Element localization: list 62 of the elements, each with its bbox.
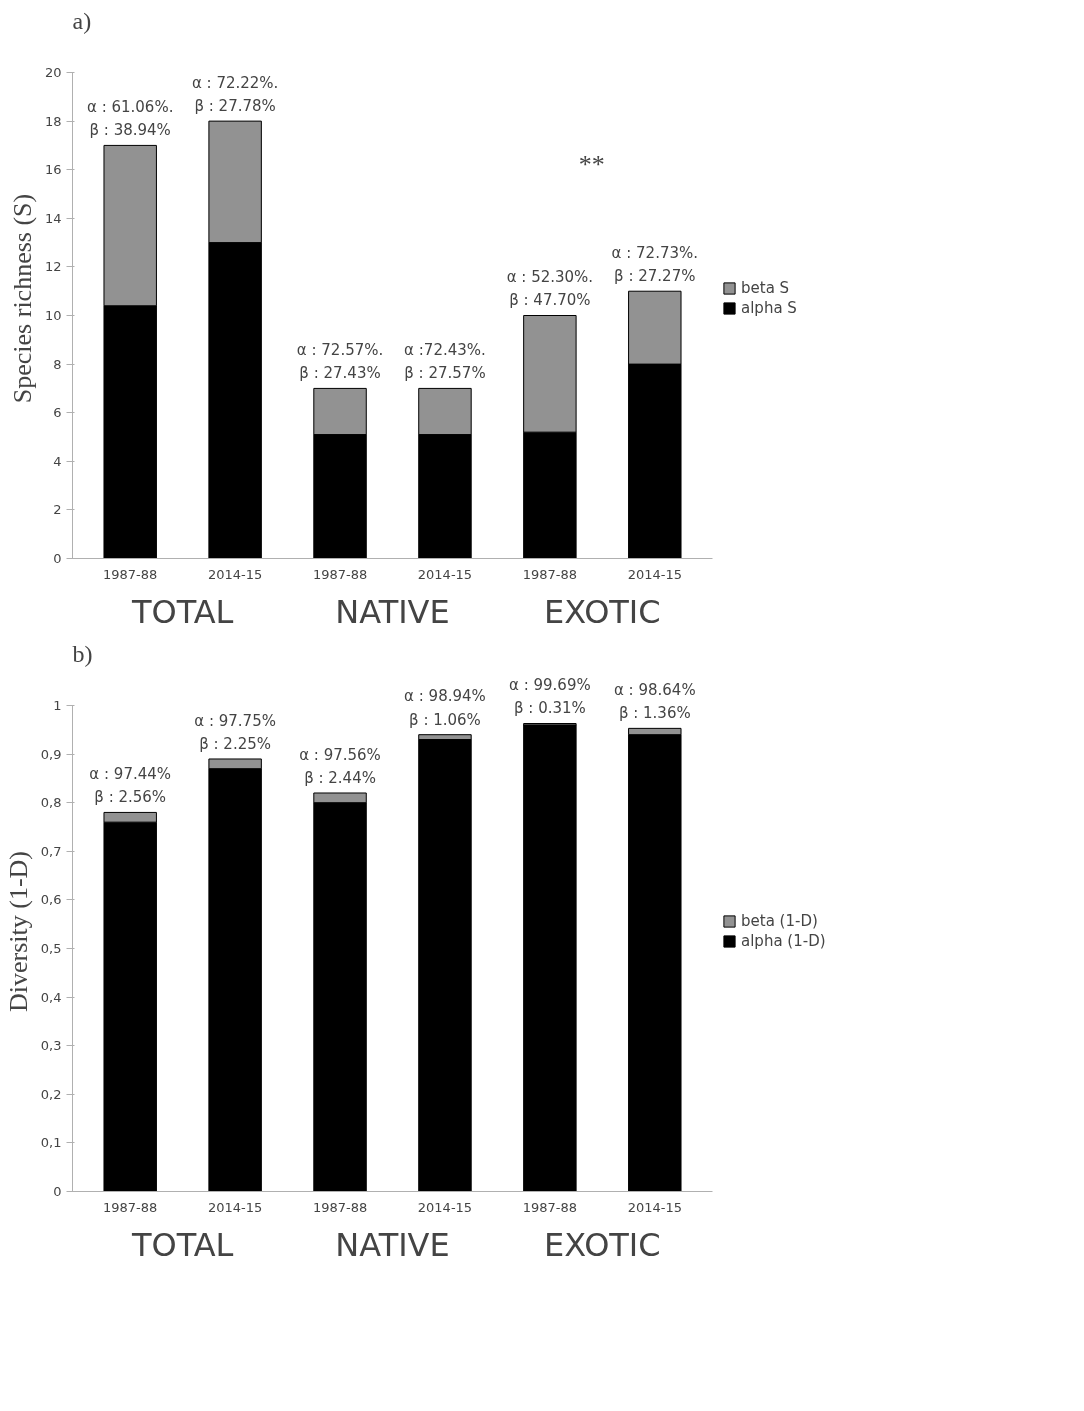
y-tick-label: 14 xyxy=(44,210,62,226)
y-tick-label: 4 xyxy=(53,453,62,469)
x-tick-label: 1987-88 xyxy=(522,1199,578,1215)
y-tick-label: 16 xyxy=(44,162,62,178)
annotation: α : 52.30%. β : 47.70% xyxy=(506,268,594,310)
y-tick-label: 1 xyxy=(53,698,62,714)
text: EXOTIC xyxy=(544,592,661,631)
annotation: α : 98.94% β : 1.06% xyxy=(404,687,486,729)
y-tick-label: 0,8 xyxy=(40,795,62,811)
chart-title: b) xyxy=(72,640,93,667)
x-tick-label: 1987-88 xyxy=(522,566,578,582)
annotation: α : 72.57%. β : 27.43% xyxy=(296,341,384,383)
legend-label: alpha (1-D) xyxy=(741,932,826,950)
x-tick-label: 2014-15 xyxy=(627,1199,682,1215)
y-tick-label: 0,9 xyxy=(40,746,62,762)
y-tick-label: 20 xyxy=(44,65,62,81)
y-tick-label: 0,6 xyxy=(40,892,62,908)
x-tick-label: 2014-15 xyxy=(417,566,473,582)
y-tick-label: 0,1 xyxy=(40,1135,62,1151)
annotation: α : 61.06%. β : 38.94% xyxy=(86,98,174,140)
y-tick-label: 2 xyxy=(53,502,62,518)
y-tick-label: 0,5 xyxy=(40,941,62,957)
chart-title: a) xyxy=(72,7,92,34)
annotation: α :72.43%. β : 27.57% xyxy=(404,341,486,383)
y-tick-label: 18 xyxy=(44,113,62,129)
x-tick-label: 1987-88 xyxy=(103,566,158,582)
legend-label: alpha S xyxy=(741,299,797,317)
y-tick-label: 0,3 xyxy=(40,1038,62,1054)
annotation: α : 97.75% β : 2.25% xyxy=(194,711,276,753)
text: TOTAL xyxy=(130,1225,234,1264)
text: TOTAL xyxy=(130,592,234,631)
x-tick-label: 2014-15 xyxy=(627,566,682,582)
x-tick-label: 1987-88 xyxy=(312,566,368,582)
y-tick-label: 8 xyxy=(53,356,62,372)
annotation: α : 97.44% β : 2.56% xyxy=(89,765,172,807)
annotation: α : 99.69% β : 0.31% xyxy=(509,676,591,718)
x-tick-label: 1987-88 xyxy=(103,1199,158,1215)
text: NATIVE xyxy=(335,1225,450,1264)
annotation: α : 98.64% β : 1.36% xyxy=(613,680,696,723)
legend-label: beta S xyxy=(741,279,790,297)
annotation: ** xyxy=(578,150,605,180)
y-tick-label: 0,2 xyxy=(40,1086,62,1102)
y-tick-label: 10 xyxy=(44,308,62,324)
text: NATIVE xyxy=(335,592,450,631)
text: EXOTIC xyxy=(544,1225,661,1264)
annotation: α : 72.22%. β : 27.78% xyxy=(191,73,279,116)
y-tick-label: 0,4 xyxy=(40,989,62,1005)
annotation: α : 97.56% β : 2.44% xyxy=(299,745,381,787)
x-tick-label: 1987-88 xyxy=(312,1199,368,1215)
legend-label: beta (1-D) xyxy=(741,912,818,930)
y-tick-label: 6 xyxy=(53,405,62,421)
bar xyxy=(523,724,577,1192)
y-tick-label: 0 xyxy=(53,1184,62,1199)
y-axis-title: Diversity (1-D) xyxy=(3,850,33,1013)
y-axis-title: Species richness (S) xyxy=(7,193,37,404)
y-tick-label: 12 xyxy=(44,259,62,275)
annotation: α : 72.73%. β : 27.27% xyxy=(611,243,699,286)
x-tick-label: 2014-15 xyxy=(207,566,263,582)
x-tick-label: 2014-15 xyxy=(417,1199,473,1215)
y-tick-label: 0,7 xyxy=(40,843,62,859)
y-tick-label: 0 xyxy=(53,551,62,566)
x-tick-label: 2014-15 xyxy=(207,1199,263,1215)
